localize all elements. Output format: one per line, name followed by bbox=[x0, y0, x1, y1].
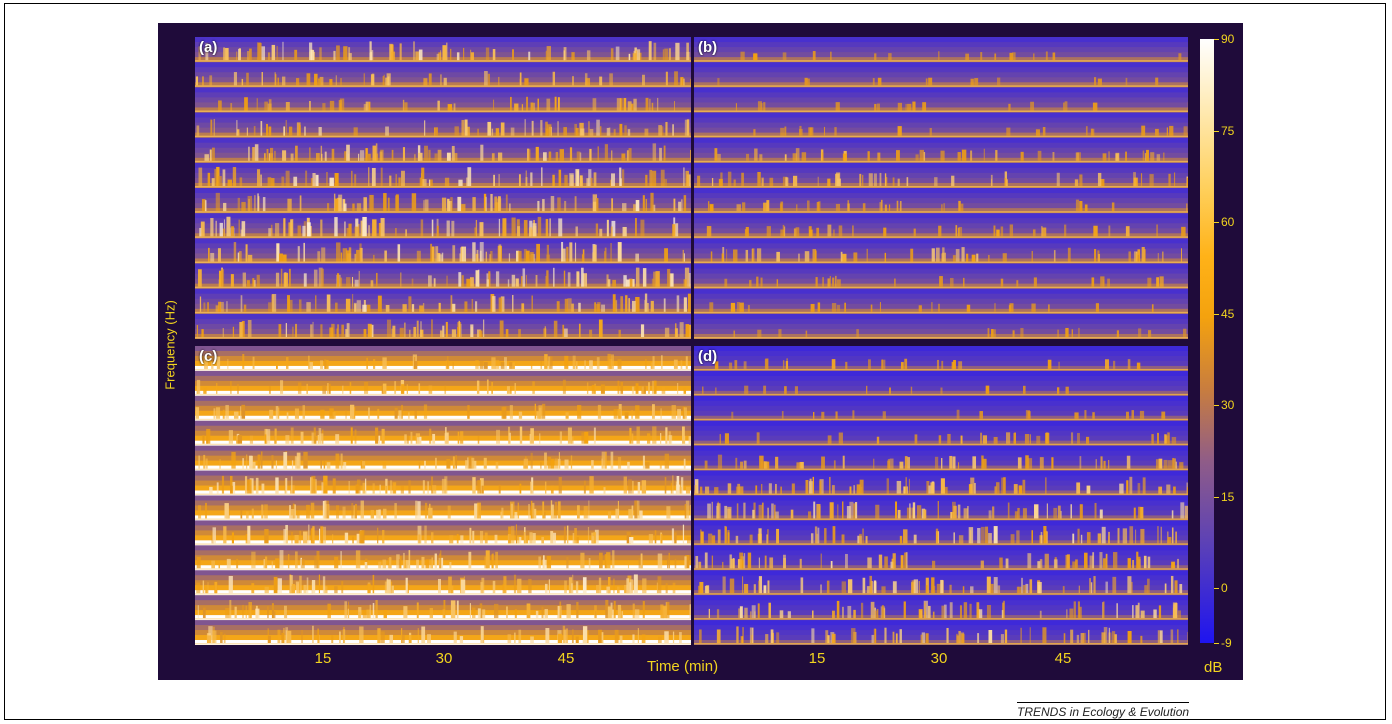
x-axis-label: Time (min) bbox=[647, 658, 719, 675]
spectrogram-row bbox=[195, 470, 691, 496]
spectrogram-row bbox=[694, 370, 1188, 397]
spectrogram-row bbox=[694, 213, 1188, 239]
spectrogram-figure: Frequency (Hz) (a) (b) (c) (d) 15 30 45 … bbox=[158, 23, 1243, 680]
spectrogram-panel-c: (c) bbox=[195, 346, 691, 645]
spectrogram-row bbox=[694, 445, 1188, 472]
spectrogram-row bbox=[195, 313, 691, 339]
spectrogram-row bbox=[694, 112, 1188, 139]
spectrogram-row bbox=[694, 188, 1188, 214]
colorbar-tick-mark bbox=[1214, 405, 1219, 407]
spectrogram-row bbox=[195, 112, 691, 139]
colorbar-tick-label: 60 bbox=[1221, 215, 1235, 230]
colorbar-tick-mark bbox=[1214, 496, 1219, 498]
spectrogram-row bbox=[195, 62, 691, 88]
spectrogram-row bbox=[694, 595, 1188, 621]
spectrogram-row bbox=[195, 495, 691, 521]
spectrogram-b bbox=[694, 37, 1188, 339]
y-axis-label: Frequency (Hz) bbox=[162, 300, 178, 390]
spectrogram-row bbox=[195, 238, 691, 264]
spectrogram-row bbox=[195, 570, 691, 596]
x-tick-left-15: 15 bbox=[314, 650, 332, 667]
colorbar-tick-mark bbox=[1214, 313, 1219, 315]
panel-label-a: (a) bbox=[199, 39, 218, 56]
spectrogram-row bbox=[195, 620, 691, 645]
spectrogram-row bbox=[694, 37, 1188, 63]
spectrogram-row bbox=[195, 445, 691, 472]
colorbar-tick-label: 0 bbox=[1221, 581, 1228, 596]
spectrogram-row bbox=[694, 470, 1188, 496]
colorbar-tick-label: 75 bbox=[1221, 123, 1235, 138]
colorbar-tick-label: 15 bbox=[1221, 489, 1235, 504]
spectrogram-row bbox=[694, 162, 1188, 189]
spectrogram-row bbox=[195, 346, 691, 372]
colorbar-tick-mark bbox=[1214, 130, 1219, 132]
spectrogram-row bbox=[195, 288, 691, 315]
spectrogram-row bbox=[195, 263, 691, 290]
spectrogram-row bbox=[694, 570, 1188, 596]
figure-frame: Frequency (Hz) (a) (b) (c) (d) 15 30 45 … bbox=[4, 3, 1386, 720]
spectrogram-row bbox=[195, 520, 691, 546]
spectrogram-row bbox=[195, 595, 691, 621]
spectrogram-row bbox=[694, 346, 1188, 372]
spectrogram-row bbox=[195, 213, 691, 239]
spectrogram-row bbox=[694, 62, 1188, 88]
spectrogram-c bbox=[195, 346, 691, 645]
panel-label-b: (b) bbox=[698, 39, 718, 56]
spectrogram-row bbox=[694, 288, 1188, 315]
spectrogram-row bbox=[694, 420, 1188, 447]
journal-credit: TRENDS in Ecology & Evolution bbox=[1017, 702, 1190, 719]
spectrogram-row bbox=[694, 395, 1188, 422]
spectrogram-panel-d: (d) bbox=[694, 346, 1188, 645]
panel-label-d: (d) bbox=[698, 348, 718, 365]
colorbar bbox=[1200, 39, 1214, 643]
colorbar-tick-mark bbox=[1214, 39, 1219, 40]
colorbar-tick-label: 45 bbox=[1221, 306, 1235, 321]
colorbar-tick-label: -9 bbox=[1221, 636, 1232, 650]
x-tick-right-45: 45 bbox=[1054, 650, 1072, 667]
spectrogram-row bbox=[195, 545, 691, 571]
spectrogram-row bbox=[195, 370, 691, 397]
spectrogram-row bbox=[195, 137, 691, 164]
x-tick-right-30: 30 bbox=[930, 650, 948, 667]
spectrogram-row bbox=[195, 37, 691, 63]
colorbar-tick-label: 30 bbox=[1221, 398, 1235, 413]
colorbar-unit: dB bbox=[1204, 659, 1223, 676]
spectrogram-a bbox=[195, 37, 691, 339]
spectrogram-row bbox=[195, 162, 691, 189]
colorbar-tick-mark bbox=[1214, 643, 1219, 644]
colorbar-tick-label: 90 bbox=[1221, 32, 1235, 46]
spectrogram-row bbox=[195, 395, 691, 422]
colorbar-tick-mark bbox=[1214, 222, 1219, 224]
spectrogram-row bbox=[694, 495, 1188, 521]
x-tick-left-30: 30 bbox=[435, 650, 453, 667]
spectrogram-panel-b: (b) bbox=[694, 37, 1188, 339]
spectrogram-row bbox=[195, 87, 691, 113]
x-tick-right-15: 15 bbox=[808, 650, 826, 667]
colorbar-tick-mark bbox=[1214, 588, 1219, 590]
spectrogram-row bbox=[195, 420, 691, 447]
spectrogram-row bbox=[694, 313, 1188, 339]
spectrogram-row bbox=[694, 137, 1188, 164]
spectrogram-row bbox=[694, 620, 1188, 645]
spectrogram-d bbox=[694, 346, 1188, 645]
spectrogram-row bbox=[694, 87, 1188, 113]
x-tick-left-45: 45 bbox=[557, 650, 575, 667]
panel-label-c: (c) bbox=[199, 348, 218, 365]
spectrogram-row bbox=[195, 188, 691, 214]
spectrogram-row bbox=[694, 520, 1188, 546]
spectrogram-row bbox=[694, 545, 1188, 571]
spectrogram-row bbox=[694, 263, 1188, 290]
spectrogram-row bbox=[694, 238, 1188, 264]
spectrogram-panel-a: (a) bbox=[195, 37, 691, 339]
